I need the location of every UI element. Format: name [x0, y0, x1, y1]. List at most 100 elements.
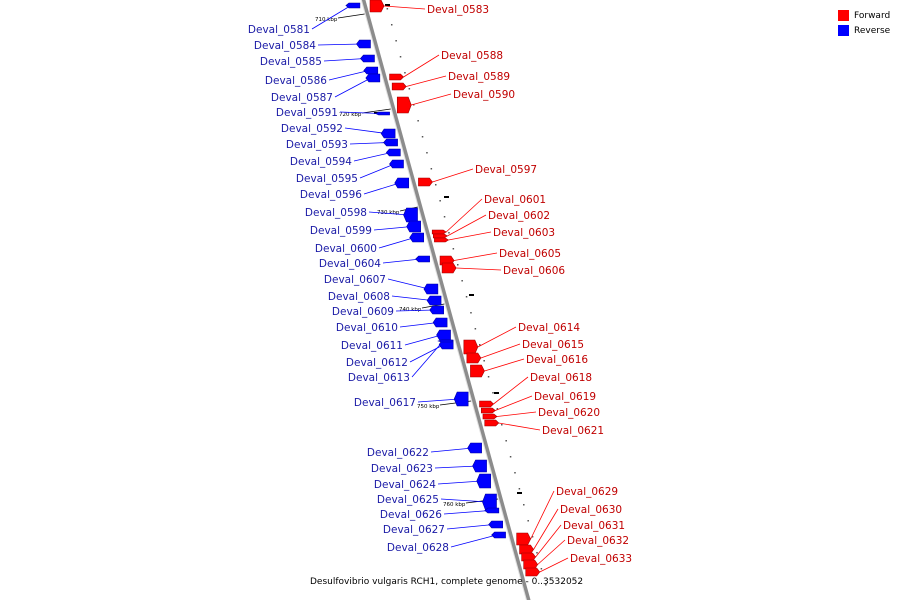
gene-label-reverse: Deval_0581 — [248, 24, 310, 36]
gene-label-reverse: Deval_0622 — [367, 447, 429, 459]
gene-leader-reverse — [353, 152, 392, 162]
gene-label-reverse: Deval_0586 — [265, 75, 327, 87]
gene-arrow-reverse — [365, 73, 381, 83]
gene-label-forward: Deval_0589 — [448, 71, 510, 83]
gene-label-forward: Deval_0588 — [441, 50, 503, 62]
gene-arrow-reverse — [488, 520, 503, 529]
gene-arrow-forward — [521, 552, 536, 562]
gene-label-reverse: Deval_0613 — [348, 372, 410, 384]
gene-arrow-reverse — [491, 531, 506, 539]
gene-arrow-reverse — [484, 507, 500, 514]
scale-dot — [492, 392, 494, 394]
gene-label-forward: Deval_0629 — [556, 486, 618, 498]
feature-dash — [494, 392, 499, 394]
gene-leader-forward — [539, 557, 569, 573]
gene-arrow-forward — [369, 0, 385, 13]
gene-label-reverse: Deval_0595 — [296, 173, 358, 185]
gene-label-reverse: Deval_0610 — [336, 322, 398, 334]
gene-leader-reverse — [344, 127, 387, 134]
gene-leader-forward — [411, 93, 452, 106]
gene-leader-reverse — [387, 278, 429, 290]
gene-label-forward: Deval_0630 — [560, 504, 622, 516]
legend-reverse: Reverse — [838, 23, 900, 38]
gene-arrow-reverse — [409, 232, 425, 243]
gene-arrow-reverse — [389, 159, 404, 169]
gene-label-reverse: Deval_0612 — [346, 357, 408, 369]
feature-dash — [385, 4, 390, 6]
scale-dot — [417, 120, 419, 122]
gene-leader-reverse — [359, 163, 395, 179]
gene-arrow-forward — [433, 233, 448, 239]
scale-dot — [545, 584, 547, 586]
gene-leader-reverse — [409, 344, 445, 363]
gene-arrow-reverse — [356, 39, 371, 49]
gene-leader-reverse — [378, 237, 415, 249]
gene-label-reverse: Deval_0594 — [290, 156, 352, 168]
gene-label-reverse: Deval_0627 — [383, 524, 445, 536]
gene-leader-reverse — [411, 340, 444, 378]
gene-label-forward: Deval_0597 — [475, 164, 537, 176]
scale-dot — [404, 72, 406, 74]
gene-leader-reverse — [311, 5, 352, 30]
gene-leader-forward — [535, 524, 562, 558]
gene-arrow-reverse — [345, 2, 361, 9]
gene-leader-reverse — [450, 534, 497, 548]
gene-label-reverse: Deval_0593 — [286, 139, 348, 151]
scale-dot — [465, 296, 468, 298]
gene-arrow-forward — [391, 82, 407, 91]
gene-leader-reverse — [437, 480, 482, 485]
gene-leader-forward — [383, 5, 426, 10]
scale-dot — [531, 536, 534, 538]
gene-arrow-forward — [519, 544, 534, 555]
gene-leader-reverse — [363, 182, 400, 195]
gene-arrow-reverse — [436, 329, 451, 341]
gene-label-reverse: Deval_0587 — [271, 92, 333, 104]
gene-arrow-reverse — [437, 339, 453, 343]
gene-label-reverse: Deval_0600 — [315, 243, 377, 255]
genome-caption: Desulfovibrio vulgaris RCH1, complete ge… — [310, 577, 584, 587]
gene-label-forward: Deval_0619 — [534, 391, 596, 403]
scale-dot — [487, 376, 490, 378]
gene-leader-forward — [537, 539, 566, 565]
gene-leader-forward — [480, 343, 521, 359]
gene-leader-forward — [484, 358, 525, 372]
gene-leader-reverse — [417, 398, 460, 403]
gene-leader-forward — [447, 214, 487, 237]
gene-leader-reverse — [404, 334, 442, 346]
gene-label-forward: Deval_0618 — [530, 372, 592, 384]
gene-label-reverse: Deval_0591 — [276, 107, 338, 119]
gene-leader-forward — [432, 168, 474, 183]
gene-label-reverse: Deval_0609 — [332, 306, 394, 318]
gene-arrow-forward — [525, 567, 541, 577]
gene-arrow-forward — [396, 96, 412, 114]
gene-leader-reverse — [328, 70, 369, 81]
gene-leader-forward — [496, 411, 537, 417]
gene-leader-reverse — [368, 211, 409, 216]
scale-dot — [527, 520, 529, 522]
scale-dot — [452, 248, 455, 250]
gene-arrow-forward — [481, 407, 496, 414]
gene-label-forward: Deval_0603 — [493, 227, 555, 239]
backbone-highlight — [360, 0, 527, 600]
scale-dot — [457, 264, 459, 266]
gene-leader-forward — [533, 508, 559, 550]
tick-label: 720 kbp — [339, 112, 362, 118]
gene-leader-reverse — [443, 510, 490, 515]
gene-arrow-forward — [484, 419, 500, 427]
scale-dot — [540, 568, 543, 570]
gene-label-forward: Deval_0621 — [542, 425, 604, 437]
tick-mark — [361, 108, 391, 114]
scale-dot — [483, 360, 485, 362]
gene-label-forward: Deval_0620 — [538, 407, 600, 419]
reverse-swatch — [838, 25, 849, 36]
scale-dot — [496, 408, 499, 410]
legend-forward-label: Forward — [854, 10, 891, 21]
gene-label-reverse: Deval_0611 — [341, 340, 403, 352]
gene-leader-reverse — [434, 465, 478, 469]
gene-label-reverse: Deval_0607 — [324, 274, 386, 286]
gene-arrow-reverse — [426, 295, 442, 306]
gene-label-reverse: Deval_0624 — [374, 479, 436, 491]
gene-leader-forward — [445, 198, 483, 233]
gene-label-forward: Deval_0602 — [488, 210, 550, 222]
